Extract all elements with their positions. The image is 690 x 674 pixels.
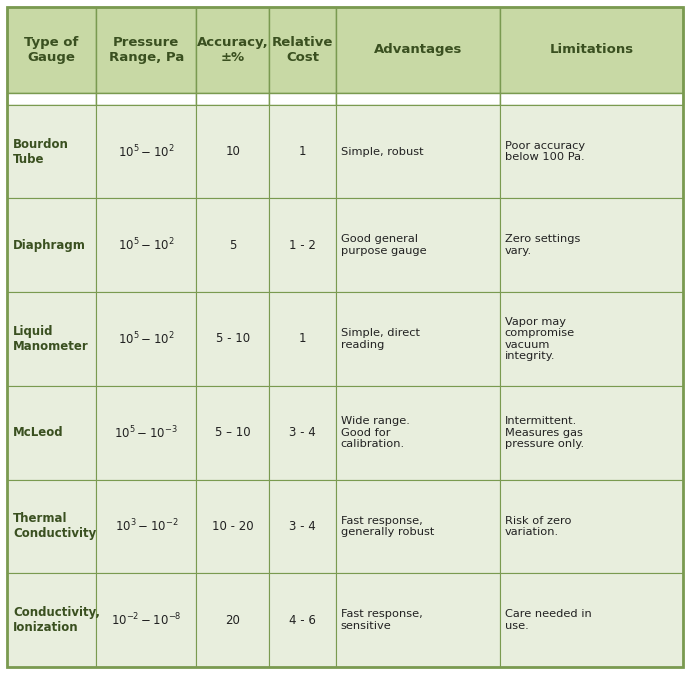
Bar — [7, 386, 96, 480]
Text: Vapor may
compromise
vacuum
integrity.: Vapor may compromise vacuum integrity. — [505, 317, 575, 361]
Text: Relative
Cost: Relative Cost — [272, 36, 333, 64]
Bar — [196, 386, 269, 480]
Bar — [96, 574, 196, 667]
Bar — [335, 104, 500, 198]
Text: Bourdon
Tube: Bourdon Tube — [13, 137, 69, 166]
Text: Diaphragm: Diaphragm — [13, 239, 86, 252]
Bar — [335, 480, 500, 574]
Bar — [7, 93, 96, 104]
Bar — [269, 93, 335, 104]
Text: 3 - 4: 3 - 4 — [289, 426, 316, 439]
Text: $10^5 - 10^2$: $10^5 - 10^2$ — [118, 237, 175, 253]
Text: 1: 1 — [299, 332, 306, 346]
Text: Intermittent.
Measures gas
pressure only.: Intermittent. Measures gas pressure only… — [505, 416, 584, 450]
Text: Good general
purpose gauge: Good general purpose gauge — [341, 235, 426, 256]
Text: 3 - 4: 3 - 4 — [289, 520, 316, 533]
Bar — [335, 386, 500, 480]
Text: 20: 20 — [226, 613, 240, 627]
Bar — [335, 198, 500, 292]
Text: Simple, direct
reading: Simple, direct reading — [341, 328, 420, 350]
Text: Zero settings
vary.: Zero settings vary. — [505, 235, 580, 256]
Text: McLeod: McLeod — [13, 426, 63, 439]
Text: Wide range.
Good for
calibration.: Wide range. Good for calibration. — [341, 416, 409, 450]
Text: $10^{-2} - 10^{-8}$: $10^{-2} - 10^{-8}$ — [111, 612, 181, 628]
Bar — [500, 292, 683, 386]
Bar — [500, 104, 683, 198]
Text: $10^5 - 10^{-3}$: $10^5 - 10^{-3}$ — [115, 425, 178, 441]
Bar — [7, 480, 96, 574]
Bar — [500, 198, 683, 292]
Bar — [500, 386, 683, 480]
Text: Type of
Gauge: Type of Gauge — [24, 36, 79, 64]
Bar — [500, 574, 683, 667]
Text: Poor accuracy
below 100 Pa.: Poor accuracy below 100 Pa. — [505, 141, 585, 162]
Bar — [335, 574, 500, 667]
Bar — [96, 104, 196, 198]
Bar — [7, 292, 96, 386]
Text: Conductivity,
Ionization: Conductivity, Ionization — [13, 606, 100, 634]
Bar — [196, 292, 269, 386]
Bar — [7, 198, 96, 292]
Bar — [196, 480, 269, 574]
Text: 10 - 20: 10 - 20 — [212, 520, 254, 533]
Bar — [335, 7, 500, 93]
Text: Simple, robust: Simple, robust — [341, 146, 423, 156]
Text: Thermal
Conductivity: Thermal Conductivity — [13, 512, 96, 541]
Text: Risk of zero
variation.: Risk of zero variation. — [505, 516, 571, 537]
Text: 5 – 10: 5 – 10 — [215, 426, 250, 439]
Bar — [96, 198, 196, 292]
Bar — [7, 7, 96, 93]
Text: $10^3 - 10^{-2}$: $10^3 - 10^{-2}$ — [115, 518, 178, 534]
Bar — [196, 574, 269, 667]
Text: 5: 5 — [229, 239, 237, 252]
Text: 4 - 6: 4 - 6 — [289, 613, 316, 627]
Text: 1: 1 — [299, 145, 306, 158]
Bar — [500, 7, 683, 93]
Bar — [269, 198, 335, 292]
Bar — [269, 480, 335, 574]
Bar — [96, 93, 196, 104]
Text: 1 - 2: 1 - 2 — [289, 239, 316, 252]
Text: 10: 10 — [226, 145, 240, 158]
Text: Fast response,
generally robust: Fast response, generally robust — [341, 516, 434, 537]
Bar — [96, 292, 196, 386]
Bar — [269, 574, 335, 667]
Text: Pressure
Range, Pa: Pressure Range, Pa — [108, 36, 184, 64]
Bar — [269, 292, 335, 386]
Text: Limitations: Limitations — [549, 43, 633, 57]
Text: $10^5 - 10^2$: $10^5 - 10^2$ — [118, 331, 175, 347]
Text: $10^5 - 10^2$: $10^5 - 10^2$ — [118, 144, 175, 160]
Bar — [335, 93, 500, 104]
Bar — [96, 7, 196, 93]
Bar — [335, 292, 500, 386]
Bar — [269, 386, 335, 480]
Text: 5 - 10: 5 - 10 — [216, 332, 250, 346]
Bar — [7, 574, 96, 667]
Bar — [96, 480, 196, 574]
Bar — [269, 104, 335, 198]
Text: Care needed in
use.: Care needed in use. — [505, 609, 591, 631]
Bar — [7, 104, 96, 198]
Bar — [196, 93, 269, 104]
Bar — [196, 104, 269, 198]
Bar — [269, 7, 335, 93]
Text: Advantages: Advantages — [373, 43, 462, 57]
Bar — [500, 480, 683, 574]
Text: Accuracy,
±%: Accuracy, ±% — [197, 36, 268, 64]
Bar — [196, 7, 269, 93]
Bar — [196, 198, 269, 292]
Text: Fast response,
sensitive: Fast response, sensitive — [341, 609, 422, 631]
Bar — [96, 386, 196, 480]
Bar — [500, 93, 683, 104]
Text: Liquid
Manometer: Liquid Manometer — [13, 325, 89, 353]
